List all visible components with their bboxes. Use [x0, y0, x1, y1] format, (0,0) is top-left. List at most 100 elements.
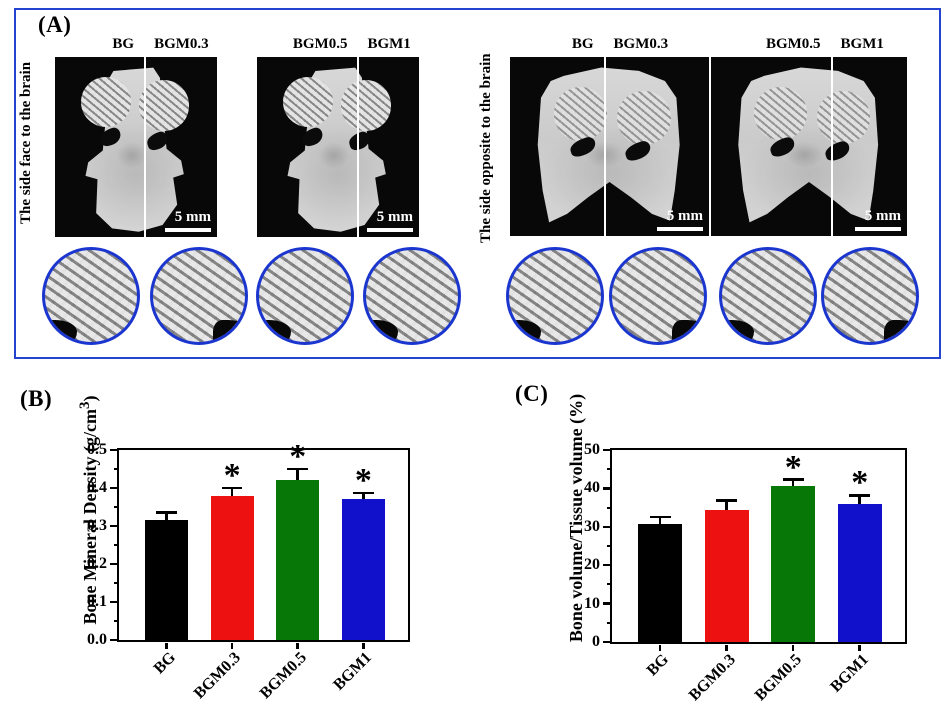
microct-image-face-bgm05-bgm1: BGM0.5 BGM1 5 mm	[257, 36, 419, 237]
sample-label-bgm1: BGM1	[367, 36, 411, 52]
xtick	[296, 642, 299, 649]
inset-circle	[506, 247, 604, 345]
sig: *	[784, 448, 802, 486]
cat: BGM0.5	[752, 651, 806, 705]
panel-c-label: (C)	[515, 381, 549, 406]
tick	[606, 506, 611, 509]
bar	[704, 509, 749, 642]
sig: *	[289, 438, 307, 475]
tick	[113, 620, 118, 622]
bar	[145, 520, 189, 640]
ylab: 40	[584, 479, 600, 497]
xtick	[230, 642, 234, 649]
ylab: 0.5	[87, 441, 107, 458]
image-divider	[144, 57, 147, 237]
scaffold-texture	[553, 87, 608, 142]
panel-a-label: (A)	[38, 12, 72, 37]
scale-bar: 5 mm	[367, 209, 413, 232]
scale-bar-text: 5 mm	[666, 208, 703, 225]
xtick	[725, 644, 728, 651]
tick	[113, 506, 118, 508]
scaffold-texture	[754, 87, 808, 141]
sig: *	[851, 464, 869, 502]
tick	[110, 562, 118, 566]
inset-circle	[363, 247, 461, 345]
cap	[221, 486, 243, 490]
side-label-opposite-to-brain: The side opposite to the brain	[478, 53, 494, 243]
sample-label-bgm03: BGM0.3	[613, 36, 669, 52]
scaffold-texture	[282, 76, 334, 128]
xtick	[362, 642, 365, 649]
sample-label-bgm05: BGM0.5	[292, 36, 348, 52]
whisker	[362, 492, 365, 500]
cat: BG	[643, 651, 673, 680]
panel-a-microct: (A) The side face to the brain The side …	[14, 8, 941, 359]
tick	[110, 524, 118, 528]
xtick	[858, 644, 861, 651]
image-divider	[603, 57, 606, 236]
whisker	[658, 517, 662, 525]
scale-bar-line	[367, 228, 413, 232]
microct-image-opposite-bg-bgm03: BG BGM0.3 5 mm	[510, 36, 709, 236]
sample-label-bgm1: BGM1	[840, 36, 884, 52]
scale-bar-line	[657, 227, 703, 231]
ylab: 0.1	[87, 593, 107, 610]
microct-image-opposite-bgm05-bgm1: BGM0.5 BGM1 5 mm	[711, 36, 907, 236]
tick	[110, 486, 118, 490]
tick	[603, 525, 611, 529]
inset-circle	[719, 247, 817, 345]
ylab: 0.4	[87, 479, 107, 496]
whisker	[725, 500, 728, 510]
sample-label-bg: BG	[112, 36, 135, 52]
scale-bar-text: 5 mm	[864, 208, 901, 225]
microct-image-face-bg-bgm03: BG BGM0.3 5 mm	[55, 36, 217, 237]
ylab: 10	[584, 594, 600, 612]
cap	[849, 494, 871, 497]
cap	[649, 515, 671, 519]
tick	[603, 487, 611, 490]
sample-label-bgm05: BGM0.5	[765, 36, 821, 52]
tick	[603, 640, 611, 644]
inset-circle	[42, 247, 140, 345]
scale-bar: 5 mm	[165, 209, 211, 232]
tick	[606, 621, 611, 624]
inset-circle	[609, 247, 707, 345]
scaffold-texture	[341, 80, 392, 131]
tick	[603, 602, 611, 605]
ylab: 0.3	[87, 517, 107, 534]
panel-b-label: (B)	[20, 386, 53, 411]
ylab: 0.2	[87, 555, 107, 572]
xtick	[165, 642, 168, 649]
bar	[341, 499, 385, 640]
skull-render	[738, 67, 879, 223]
ylab: 0.0	[87, 631, 107, 648]
whisker	[165, 512, 168, 521]
tick	[113, 468, 118, 470]
scale-bar-line	[855, 227, 901, 231]
whisker	[230, 488, 234, 496]
ylabel-suffix: )	[80, 395, 100, 402]
scale-bar-text: 5 mm	[174, 209, 211, 226]
bar	[638, 524, 683, 642]
bar	[837, 503, 882, 642]
side-label-face-to-brain: The side face to the brain	[18, 61, 34, 225]
scaffold-texture	[816, 91, 870, 144]
image-divider	[357, 57, 360, 237]
cat: BGM1	[827, 651, 872, 696]
cap	[156, 511, 177, 514]
bar	[771, 486, 816, 642]
whisker	[858, 495, 861, 504]
tick	[113, 582, 118, 584]
tick	[603, 563, 611, 567]
ylab: 20	[584, 556, 600, 574]
ylab: 0	[592, 633, 600, 650]
cat: BGM0.5	[256, 649, 310, 703]
tick	[606, 545, 611, 547]
chart-bone-mineral-density: 0.0 0.1 0.2 0.3 0.4 0.5 BG BGM0.3 * BGM0.5 * BGM1 *	[87, 440, 410, 702]
cat: BGM1	[330, 649, 376, 694]
tick	[606, 583, 611, 586]
xtick	[791, 644, 795, 651]
tick	[110, 638, 118, 642]
inset-circle	[256, 247, 354, 345]
